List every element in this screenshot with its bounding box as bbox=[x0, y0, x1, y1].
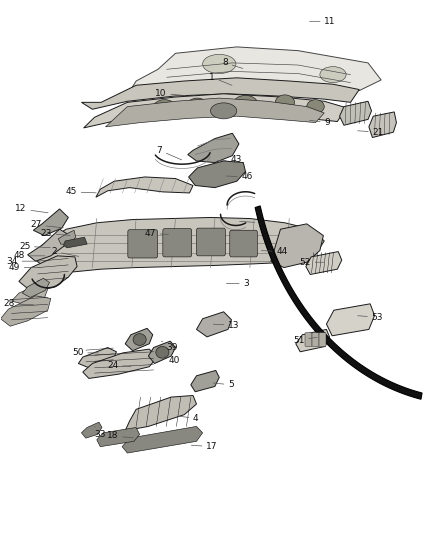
Ellipse shape bbox=[187, 98, 208, 115]
Text: 47: 47 bbox=[145, 229, 168, 238]
Text: 12: 12 bbox=[15, 205, 48, 213]
Polygon shape bbox=[188, 133, 239, 163]
Text: 6: 6 bbox=[240, 219, 265, 227]
Text: 34: 34 bbox=[7, 257, 37, 265]
Text: 1: 1 bbox=[209, 73, 232, 85]
Polygon shape bbox=[22, 278, 49, 297]
Text: 40: 40 bbox=[165, 356, 180, 365]
Polygon shape bbox=[31, 217, 324, 272]
Text: 48: 48 bbox=[13, 252, 45, 260]
FancyBboxPatch shape bbox=[163, 229, 192, 257]
Polygon shape bbox=[84, 94, 346, 128]
Text: 4: 4 bbox=[178, 414, 198, 423]
FancyBboxPatch shape bbox=[319, 333, 326, 346]
Text: 23: 23 bbox=[41, 229, 70, 238]
Ellipse shape bbox=[211, 103, 237, 119]
Polygon shape bbox=[306, 252, 342, 274]
Ellipse shape bbox=[133, 334, 146, 345]
Polygon shape bbox=[271, 224, 323, 268]
Polygon shape bbox=[296, 329, 329, 352]
Ellipse shape bbox=[156, 346, 169, 358]
Polygon shape bbox=[19, 256, 77, 292]
Polygon shape bbox=[122, 426, 203, 453]
Polygon shape bbox=[125, 395, 197, 431]
Text: 11: 11 bbox=[310, 17, 336, 26]
Polygon shape bbox=[189, 161, 246, 188]
Text: 39: 39 bbox=[162, 341, 178, 352]
Polygon shape bbox=[81, 422, 102, 438]
Text: 45: 45 bbox=[66, 188, 96, 196]
Polygon shape bbox=[81, 78, 359, 109]
Text: 9: 9 bbox=[310, 118, 330, 127]
Polygon shape bbox=[11, 285, 48, 305]
Text: 8: 8 bbox=[222, 59, 243, 68]
Text: 43: 43 bbox=[218, 156, 242, 164]
Text: 3: 3 bbox=[226, 279, 249, 288]
Text: 13: 13 bbox=[213, 321, 240, 329]
Ellipse shape bbox=[203, 54, 236, 74]
FancyBboxPatch shape bbox=[305, 333, 312, 346]
Text: 49: 49 bbox=[9, 263, 41, 272]
Polygon shape bbox=[255, 206, 422, 399]
Ellipse shape bbox=[152, 100, 177, 119]
Polygon shape bbox=[127, 47, 381, 95]
Ellipse shape bbox=[233, 95, 258, 112]
Polygon shape bbox=[58, 230, 76, 244]
Text: 10: 10 bbox=[155, 89, 186, 98]
Text: 7: 7 bbox=[157, 146, 182, 160]
Text: 18: 18 bbox=[107, 432, 133, 440]
Polygon shape bbox=[106, 98, 324, 127]
Polygon shape bbox=[148, 341, 176, 364]
Polygon shape bbox=[197, 312, 232, 337]
Ellipse shape bbox=[275, 95, 294, 110]
Polygon shape bbox=[28, 229, 68, 261]
Polygon shape bbox=[369, 112, 396, 138]
Text: 46: 46 bbox=[226, 173, 252, 181]
Text: 44: 44 bbox=[261, 247, 287, 256]
Polygon shape bbox=[339, 101, 371, 125]
FancyBboxPatch shape bbox=[312, 333, 319, 346]
FancyBboxPatch shape bbox=[128, 230, 158, 258]
Text: 53: 53 bbox=[358, 313, 383, 321]
Text: 51: 51 bbox=[293, 336, 317, 344]
Text: 5: 5 bbox=[213, 381, 234, 389]
Ellipse shape bbox=[307, 100, 324, 114]
Polygon shape bbox=[326, 304, 374, 336]
Text: 50: 50 bbox=[72, 349, 99, 357]
FancyBboxPatch shape bbox=[197, 228, 226, 256]
Polygon shape bbox=[97, 427, 140, 447]
Polygon shape bbox=[125, 328, 153, 351]
Polygon shape bbox=[96, 177, 193, 197]
Polygon shape bbox=[0, 296, 51, 326]
FancyBboxPatch shape bbox=[230, 230, 257, 257]
Polygon shape bbox=[33, 209, 68, 236]
Text: 17: 17 bbox=[191, 442, 218, 451]
Polygon shape bbox=[64, 237, 87, 248]
Text: 33: 33 bbox=[95, 426, 106, 439]
Polygon shape bbox=[78, 348, 117, 369]
Text: 25: 25 bbox=[19, 242, 50, 251]
Text: 24: 24 bbox=[107, 361, 131, 369]
Text: 2: 2 bbox=[52, 247, 79, 256]
Polygon shape bbox=[191, 370, 219, 392]
Text: 21: 21 bbox=[358, 128, 384, 136]
Ellipse shape bbox=[320, 67, 346, 83]
Polygon shape bbox=[83, 349, 157, 378]
Text: 52: 52 bbox=[300, 258, 324, 266]
Text: 27: 27 bbox=[31, 221, 64, 229]
Text: 28: 28 bbox=[3, 300, 34, 308]
